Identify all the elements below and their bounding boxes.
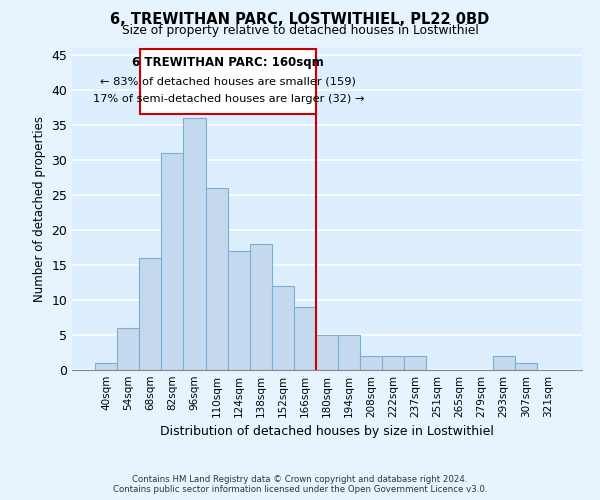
- Text: 17% of semi-detached houses are larger (32) →: 17% of semi-detached houses are larger (…: [92, 94, 364, 104]
- Text: Size of property relative to detached houses in Lostwithiel: Size of property relative to detached ho…: [122, 24, 478, 37]
- Text: ← 83% of detached houses are smaller (159): ← 83% of detached houses are smaller (15…: [100, 76, 356, 86]
- FancyBboxPatch shape: [140, 49, 316, 114]
- Bar: [161, 152, 184, 370]
- Bar: [515, 363, 537, 370]
- X-axis label: Distribution of detached houses by size in Lostwithiel: Distribution of detached houses by size …: [160, 426, 494, 438]
- Bar: [250, 244, 272, 370]
- Bar: [382, 356, 404, 370]
- Bar: [316, 335, 338, 370]
- Bar: [404, 356, 427, 370]
- Bar: [493, 356, 515, 370]
- Bar: [139, 258, 161, 370]
- Text: 6 TREWITHAN PARC: 160sqm: 6 TREWITHAN PARC: 160sqm: [133, 56, 324, 70]
- Bar: [227, 251, 250, 370]
- Text: Contains public sector information licensed under the Open Government Licence v3: Contains public sector information licen…: [113, 485, 487, 494]
- Bar: [294, 307, 316, 370]
- Text: Contains HM Land Registry data © Crown copyright and database right 2024.: Contains HM Land Registry data © Crown c…: [132, 475, 468, 484]
- Bar: [95, 363, 117, 370]
- Bar: [117, 328, 139, 370]
- Bar: [206, 188, 227, 370]
- Bar: [272, 286, 294, 370]
- Text: 6, TREWITHAN PARC, LOSTWITHIEL, PL22 0BD: 6, TREWITHAN PARC, LOSTWITHIEL, PL22 0BD: [110, 12, 490, 28]
- Bar: [338, 335, 360, 370]
- Bar: [184, 118, 206, 370]
- Y-axis label: Number of detached properties: Number of detached properties: [33, 116, 46, 302]
- Bar: [360, 356, 382, 370]
